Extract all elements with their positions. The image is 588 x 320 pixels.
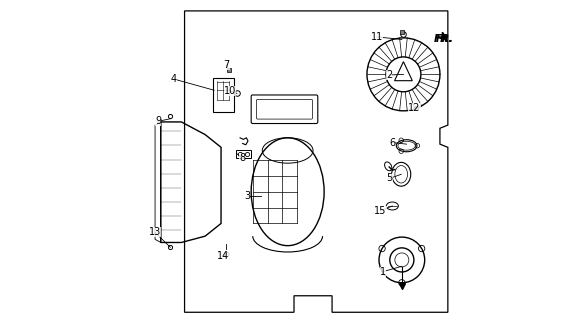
Text: 8: 8 [239, 153, 245, 164]
Text: 1: 1 [380, 267, 386, 277]
Text: FR.: FR. [433, 34, 453, 44]
Text: 6: 6 [389, 138, 395, 148]
Text: 10: 10 [224, 86, 236, 96]
Text: 5: 5 [387, 173, 393, 183]
Text: FR.: FR. [436, 35, 454, 44]
Text: 9: 9 [155, 116, 161, 126]
Text: 14: 14 [218, 252, 230, 261]
Text: 2: 2 [386, 70, 392, 80]
Text: 3: 3 [244, 191, 250, 202]
Text: 4: 4 [171, 74, 177, 84]
Text: 7: 7 [223, 60, 229, 70]
Text: 13: 13 [149, 227, 161, 237]
Text: 12: 12 [408, 103, 421, 113]
Text: 11: 11 [371, 32, 383, 42]
Text: 15: 15 [375, 206, 387, 216]
